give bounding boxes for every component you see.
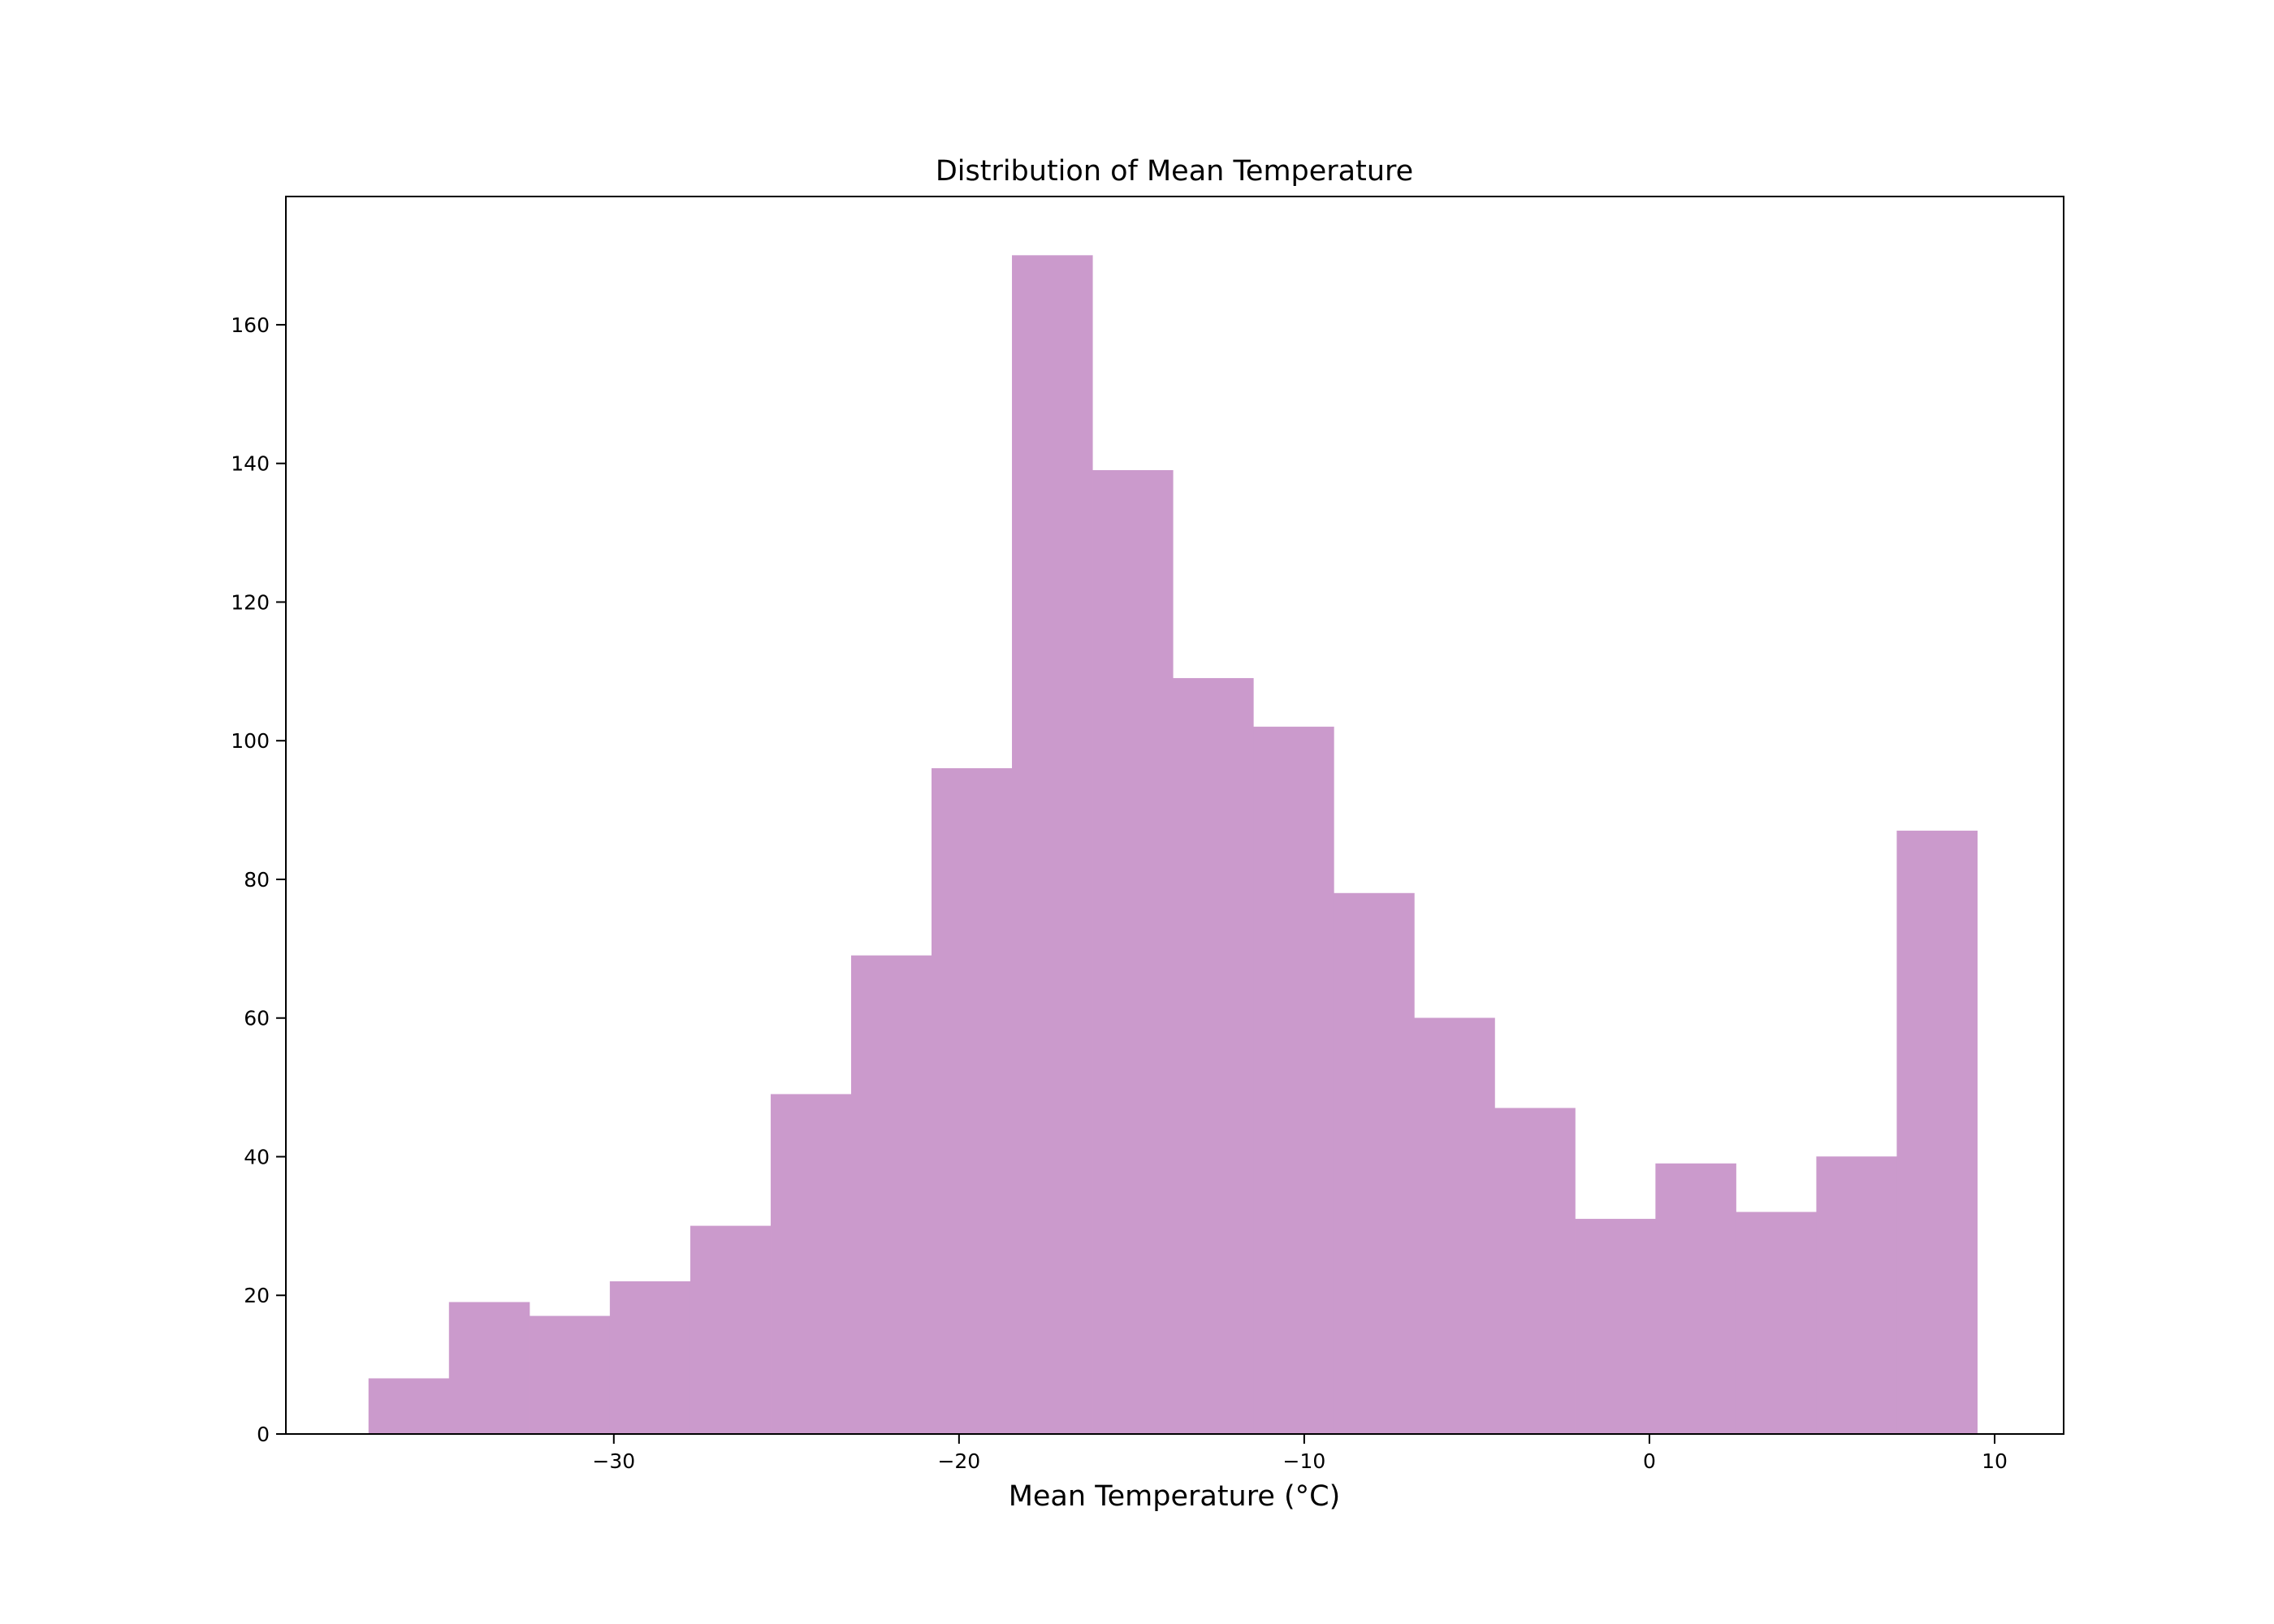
histogram-bar <box>529 1315 611 1435</box>
bars-group <box>368 255 1978 1435</box>
x-tick-label: −10 <box>1283 1449 1326 1473</box>
histogram-bar <box>1334 892 1415 1435</box>
histogram-bar <box>1173 678 1254 1435</box>
histogram-bar <box>1655 1163 1736 1435</box>
y-tick-label: 60 <box>244 1007 270 1030</box>
chart-title: Distribution of Mean Temperature <box>936 155 1413 188</box>
x-tick-label: 10 <box>1982 1449 2008 1473</box>
histogram-bar <box>609 1281 691 1435</box>
plot-frame <box>285 196 2064 1435</box>
x-tick-label: 0 <box>1643 1449 1656 1473</box>
y-tick-label: 40 <box>244 1145 270 1168</box>
histogram-bar <box>690 1225 772 1435</box>
histogram-bar <box>1736 1212 1817 1435</box>
histogram-bar <box>1253 726 1334 1435</box>
x-axis-label: Mean Temperature (°C) <box>1009 1480 1341 1513</box>
y-tick-label: 120 <box>231 590 270 614</box>
y-tick-label: 100 <box>231 729 270 753</box>
x-tick-label: −20 <box>937 1449 980 1473</box>
y-axis: 0 20 40 60 80 100 120 140 160 <box>231 313 286 1446</box>
x-axis: −30 −20 −10 0 10 <box>592 1434 2008 1473</box>
histogram-bar <box>1896 830 1978 1435</box>
x-tick-label: −30 <box>592 1449 635 1473</box>
y-tick-label: 80 <box>244 868 270 892</box>
histogram-bar <box>1816 1156 1897 1435</box>
histogram-bar <box>1092 469 1174 1435</box>
histogram-bar <box>850 955 932 1435</box>
histogram-bar <box>448 1302 530 1435</box>
histogram-bar <box>770 1094 852 1435</box>
y-tick-label: 140 <box>231 452 270 476</box>
histogram-bar <box>368 1378 450 1435</box>
histogram-bar <box>1494 1108 1576 1435</box>
y-tick-label: 0 <box>257 1423 270 1446</box>
histogram-bar <box>1012 255 1093 1435</box>
y-tick-label: 160 <box>231 313 270 337</box>
y-tick-label: 20 <box>244 1284 270 1307</box>
histogram-bar <box>1414 1017 1495 1435</box>
histogram-bar <box>932 768 1013 1435</box>
histogram-bar <box>1575 1219 1656 1435</box>
